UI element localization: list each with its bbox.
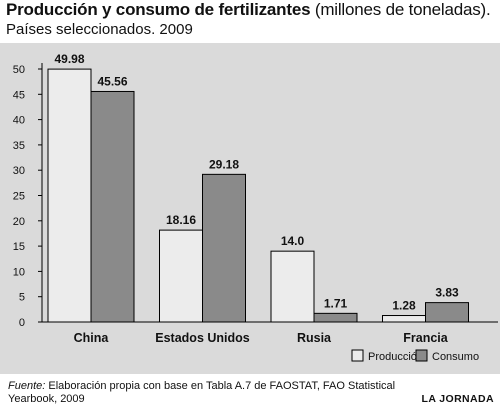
y-tick-label: 40 [13,115,25,127]
bar-consumo [202,173,246,323]
y-tick-label: 50 [13,64,25,76]
x-tick-label: China [74,331,110,345]
legend-label: Producción [368,351,423,363]
chart-title: Producción y consumo de fertilizantes (m… [6,0,496,20]
title-bold: Producción y consumo de fertilizantes [6,0,311,19]
y-tick-label: 0 [19,317,25,329]
data-label: 49.98 [54,52,84,66]
bar-consumo [425,302,469,323]
y-tick-label: 35 [13,140,25,152]
x-tick-label: Estados Unidos [155,331,250,345]
y-tick-label: 15 [13,241,25,253]
bar-consumo [313,312,358,323]
bar-produccion [270,250,315,323]
y-tick-label: 45 [13,89,25,101]
brand-logo: LA JORNADA [421,393,494,405]
chart-subtitle: Países seleccionados. 2009 [6,21,193,38]
x-tick-label: Francia [403,331,449,345]
source-text: Elaboración propia con base en Tabla A.7… [8,380,396,405]
bar-produccion [47,68,92,323]
legend-label: Consumo [432,351,479,363]
bar-consumo [90,90,135,323]
bar-chart: 0 5 10 15 20 25 30 35 40 45 50 49.98 45.56 China 18.16… [13,52,498,363]
y-tick-label: 10 [13,266,25,278]
data-label: 3.83 [435,286,459,300]
y-tick-label: 25 [13,191,25,203]
x-tick-label: Rusia [297,331,332,345]
source-label: Fuente: [8,380,46,392]
y-tick-label: 5 [19,292,25,304]
source-note: Fuente: Elaboración propia con base en T… [8,380,398,405]
y-tick-label: 30 [13,165,25,177]
data-label: 18.16 [166,213,196,227]
legend-swatch-produccion [351,349,364,362]
data-label: 1.71 [324,296,348,310]
bar-produccion [382,315,426,323]
chart-area: 0 5 10 15 20 25 30 35 40 45 50 49.98 45.56 China 18.16… [0,43,500,374]
chart-header: Producción y consumo de fertilizantes (m… [6,0,496,39]
legend-swatch-consumo [415,349,428,362]
data-label: 14.0 [281,234,305,248]
data-label: 1.28 [392,299,416,313]
title-units: (millones de toneladas). [314,0,491,19]
data-label: 29.18 [209,157,239,171]
data-label: 45.56 [97,74,127,88]
y-tick-label: 20 [13,216,25,228]
bar-produccion [159,229,203,323]
